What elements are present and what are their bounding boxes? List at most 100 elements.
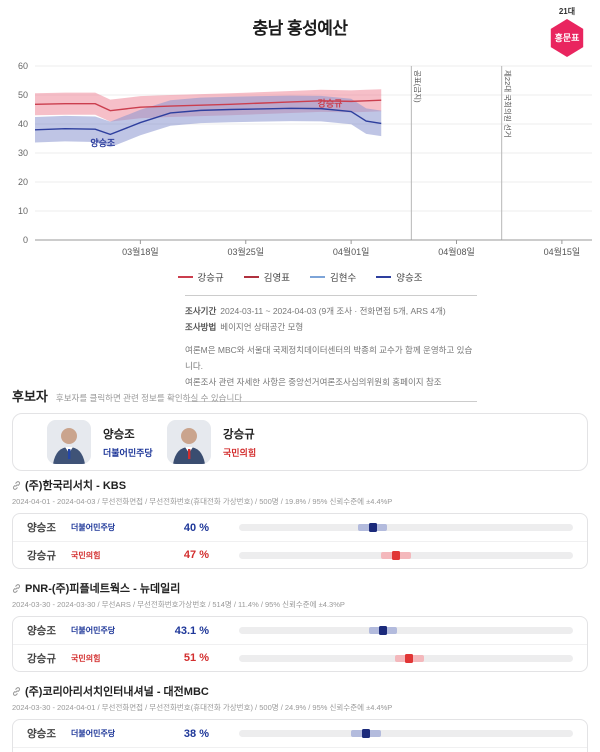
poll-card: 양승조 더불어민주당 43.1 % 강승규 국민의힘 51 % — [12, 616, 588, 672]
legend-item[interactable]: 양승조 — [376, 270, 422, 284]
candidate-name: 강승규 — [223, 428, 255, 441]
confidence-bar — [239, 728, 573, 739]
poll-block: (주)한국리서치 - KBS 2024-04-01 - 2024-04-03 /… — [12, 477, 588, 569]
party-label: 더불어민주당 — [71, 729, 116, 738]
survey-period-value: 2024-03-11 ~ 2024-04-03 (9개 조사 · 전화면접 5개… — [220, 306, 446, 316]
svg-text:20: 20 — [18, 177, 28, 187]
svg-text:03월25일: 03월25일 — [227, 246, 264, 257]
poll-org-name: (주)코리아리서치인터내셔널 - 대전MBC — [25, 686, 209, 698]
poll-meta: 2024-03-30 - 2024-04-01 / 무선전화면접 / 무선전화번… — [12, 703, 393, 712]
poll-block: PNR-(주)피플네트웍스 - 뉴데일리 2024-03-30 - 2024-0… — [12, 580, 588, 672]
legend-label: 김영표 — [263, 273, 290, 284]
svg-text:04월08일: 04월08일 — [438, 246, 475, 257]
survey-info: 조사기간 2024-03-11 ~ 2024-04-03 (9개 조사 · 전화면… — [185, 295, 477, 402]
svg-text:04월01일: 04월01일 — [333, 246, 370, 257]
candidates-subheading: 후보자를 클릭하면 관련 정보를 확인하실 수 있습니다 — [55, 393, 243, 403]
percentage-value: 43.1 % — [174, 624, 209, 637]
svg-text:03월18일: 03월18일 — [122, 246, 159, 257]
poll-result-row: 양승조 더불어민주당 40 % — [13, 514, 587, 541]
party-label: 국민의힘 — [71, 653, 101, 663]
candidates-heading: 후보자 — [12, 389, 48, 404]
candidate-party: 국민의힘 — [223, 447, 257, 458]
percentage-value: 51 % — [183, 652, 209, 664]
candidate-party: 더불어민주당 — [103, 447, 153, 458]
link-icon — [12, 583, 21, 593]
svg-text:04월15일: 04월15일 — [544, 246, 581, 257]
legend-line-icon — [310, 276, 325, 278]
legend-line-icon — [376, 276, 392, 278]
link-icon — [12, 686, 21, 696]
svg-text:10: 10 — [18, 206, 28, 216]
svg-text:공표(금지): 공표(금지) — [413, 70, 422, 103]
confidence-bar — [239, 625, 573, 636]
legend-item[interactable]: 강승규 — [177, 270, 224, 284]
incumbent-badge[interactable]: 21대 홍문표 — [546, 6, 588, 57]
value-marker — [361, 729, 370, 738]
legend-item[interactable]: 김현수 — [310, 270, 356, 284]
term-label: 21대 — [558, 7, 576, 16]
svg-text:30: 30 — [18, 148, 28, 158]
poll-card: 양승조 더불어민주당 40 % 강승규 국민의힘 47 % — [12, 513, 588, 569]
svg-text:제22대 국회의원 선거: 제22대 국회의원 선거 — [503, 70, 513, 138]
svg-text:양승조: 양승조 — [90, 137, 116, 148]
poll-org-name: PNR-(주)피플네트웍스 - 뉴데일리 — [25, 583, 181, 595]
candidate-name: 강승규 — [27, 549, 56, 562]
legend-label: 김현수 — [330, 273, 357, 284]
survey-method: 조사방법 베이지언 상태공간 모형 — [185, 320, 477, 336]
survey-method-value: 베이지언 상태공간 모형 — [220, 321, 304, 332]
survey-note: 여론조사 관련 자세한 사항은 중앙선거여론조사심의위원회 홈페이지 참조 — [185, 376, 442, 387]
value-marker — [368, 523, 377, 532]
page-title: 충남 홍성예산 — [252, 19, 348, 38]
person-silhouette-icon — [47, 420, 91, 464]
candidate-name: 양승조 — [27, 728, 56, 740]
poll-card: 양승조 더불어민주당 38 % 강승규 국민의힘 52 % — [12, 719, 588, 752]
percentage-value: 40 % — [183, 521, 209, 534]
incumbent-name-hexagon[interactable]: 홍문표 — [550, 19, 584, 57]
percentage-value: 47 % — [183, 549, 209, 561]
survey-note: 여론M은 MBC와 서울대 국제정치데이터센터의 박종희 교수가 함께 운영하고… — [185, 345, 473, 372]
poll-meta: 2024-04-01 - 2024-04-03 / 무선전화면접 / 무선전화번… — [12, 497, 393, 506]
chart-legend: 강승규 김영표 김현수 양승조 — [0, 270, 600, 284]
bar-track — [239, 730, 573, 737]
poll-result-row: 양승조 더불어민주당 38 % — [13, 720, 587, 747]
poll-org-link[interactable]: (주)코리아리서치인터내셔널 - 대전MBC — [12, 683, 588, 699]
candidate-name: 양승조 — [27, 625, 56, 637]
poll-org-name: (주)한국리서치 - KBS — [25, 480, 127, 492]
candidate-item[interactable]: 양승조 더불어민주당 — [47, 420, 167, 464]
survey-period: 조사기간 2024-03-11 ~ 2024-04-03 (9개 조사 · 전화면… — [185, 304, 477, 320]
svg-text:강승규: 강승규 — [318, 98, 343, 109]
candidates-section: 후보자 후보자를 클릭하면 관련 정보를 확인하실 수 있습니다 양승조 더불어… — [12, 386, 588, 471]
survey-period-label: 조사기간 — [185, 306, 217, 316]
candidate-name: 양승조 — [103, 428, 135, 441]
poll-org-link[interactable]: PNR-(주)피플네트웍스 - 뉴데일리 — [12, 580, 588, 596]
candidate-photo — [167, 420, 211, 464]
party-label: 더불어민주당 — [71, 523, 116, 532]
legend-label: 양승조 — [396, 273, 423, 284]
svg-text:50: 50 — [18, 90, 28, 100]
poll-block: (주)코리아리서치인터내셔널 - 대전MBC 2024-03-30 - 2024… — [12, 683, 588, 752]
confidence-bar — [239, 522, 573, 533]
bar-track — [239, 524, 573, 531]
svg-text:40: 40 — [18, 119, 28, 129]
candidate-photo — [47, 420, 91, 464]
confidence-bar — [239, 550, 573, 561]
poll-result-row: 양승조 더불어민주당 43.1 % — [13, 617, 587, 644]
value-marker — [405, 653, 414, 663]
value-marker — [378, 626, 387, 635]
poll-org-link[interactable]: (주)한국리서치 - KBS — [12, 477, 588, 493]
legend-line-icon — [243, 276, 259, 278]
poll-result-row: 강승규 국민의힘 47 % — [13, 541, 587, 568]
legend-label: 강승규 — [197, 273, 224, 284]
legend-item[interactable]: 김영표 — [243, 270, 290, 284]
candidates-card: 양승조 더불어민주당 강승규 국민의힘 — [12, 413, 588, 471]
percentage-value: 38 % — [183, 727, 209, 740]
confidence-bar — [239, 653, 573, 664]
candidate-item[interactable]: 강승규 국민의힘 — [167, 420, 287, 464]
poll-result-row: 강승규 국민의힘 52 % — [13, 747, 587, 752]
candidate-name: 양승조 — [27, 522, 56, 534]
svg-text:60: 60 — [18, 61, 28, 71]
poll-result-row: 강승규 국민의힘 51 % — [13, 644, 587, 671]
candidate-name: 강승규 — [27, 652, 56, 665]
